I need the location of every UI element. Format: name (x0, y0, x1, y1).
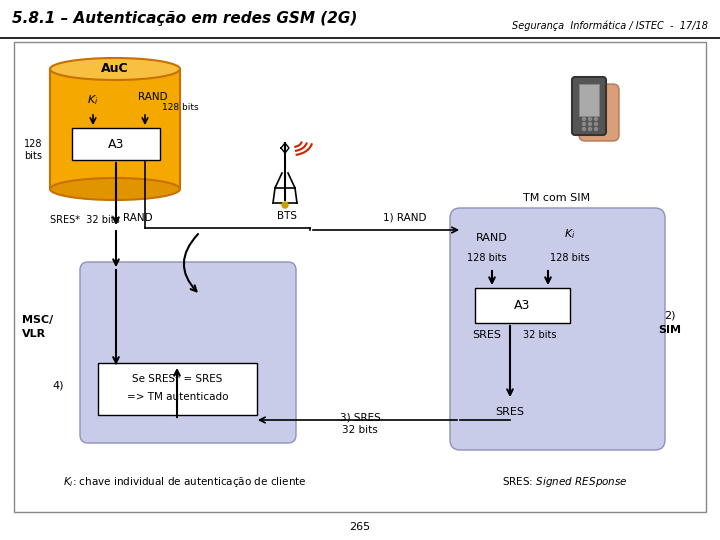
Circle shape (595, 118, 598, 120)
Text: $K_i$: $K_i$ (564, 227, 576, 241)
Text: 4): 4) (52, 380, 63, 390)
Text: $K_i$: chave individual de autenticação de cliente: $K_i$: chave individual de autenticação … (63, 475, 307, 489)
Text: 5.8.1 – Autenticação em redes GSM (2G): 5.8.1 – Autenticação em redes GSM (2G) (12, 10, 357, 25)
Circle shape (282, 202, 288, 208)
Text: RAND: RAND (476, 233, 508, 243)
Text: AuC: AuC (102, 63, 129, 76)
Text: Se SRES* = SRES: Se SRES* = SRES (132, 374, 222, 384)
Text: RAND: RAND (123, 213, 153, 223)
Circle shape (582, 127, 585, 131)
Text: VLR: VLR (22, 329, 46, 339)
Text: 128
bits: 128 bits (24, 139, 42, 161)
Text: Segurança  Informática / ISTEC  -  17/18: Segurança Informática / ISTEC - 17/18 (512, 21, 708, 31)
FancyBboxPatch shape (579, 84, 599, 116)
FancyBboxPatch shape (475, 288, 570, 323)
Text: 3) SRES: 3) SRES (340, 413, 380, 423)
Text: TM com SIM: TM com SIM (523, 193, 590, 203)
Text: SIM: SIM (659, 325, 682, 335)
Circle shape (588, 123, 592, 125)
Circle shape (588, 118, 592, 120)
Text: BTS: BTS (277, 211, 297, 221)
FancyBboxPatch shape (14, 42, 706, 512)
Text: 128 bits: 128 bits (550, 253, 590, 263)
Text: 1) RAND: 1) RAND (383, 213, 427, 223)
Circle shape (595, 127, 598, 131)
Text: 265: 265 (349, 522, 371, 532)
Text: MSC/: MSC/ (22, 315, 53, 325)
Text: A3: A3 (108, 138, 124, 151)
Text: => TM autenticado: => TM autenticado (127, 392, 228, 402)
Circle shape (582, 118, 585, 120)
Circle shape (595, 123, 598, 125)
Text: $K_i$: $K_i$ (87, 93, 99, 107)
Text: SRES: SRES (472, 330, 502, 340)
FancyBboxPatch shape (98, 363, 257, 415)
Circle shape (588, 127, 592, 131)
Text: SRES: SRES (495, 407, 524, 417)
Text: 128 bits: 128 bits (162, 103, 199, 111)
FancyBboxPatch shape (72, 128, 160, 160)
FancyBboxPatch shape (80, 262, 296, 443)
Text: SRES: $\it{Signed\ RESponse}$: SRES: $\it{Signed\ RESponse}$ (502, 475, 628, 489)
Ellipse shape (50, 178, 180, 200)
Ellipse shape (50, 58, 180, 80)
FancyBboxPatch shape (450, 208, 665, 450)
Text: 2): 2) (665, 310, 676, 320)
Circle shape (582, 123, 585, 125)
Text: RAND: RAND (138, 92, 168, 102)
Text: 128 bits: 128 bits (467, 253, 507, 263)
Text: SRES*  32 bits: SRES* 32 bits (50, 215, 120, 225)
Text: 32 bits: 32 bits (523, 330, 557, 340)
Text: A3: A3 (514, 299, 531, 312)
FancyBboxPatch shape (579, 84, 619, 141)
Text: 32 bits: 32 bits (342, 425, 378, 435)
FancyBboxPatch shape (572, 77, 606, 135)
FancyBboxPatch shape (50, 69, 180, 189)
